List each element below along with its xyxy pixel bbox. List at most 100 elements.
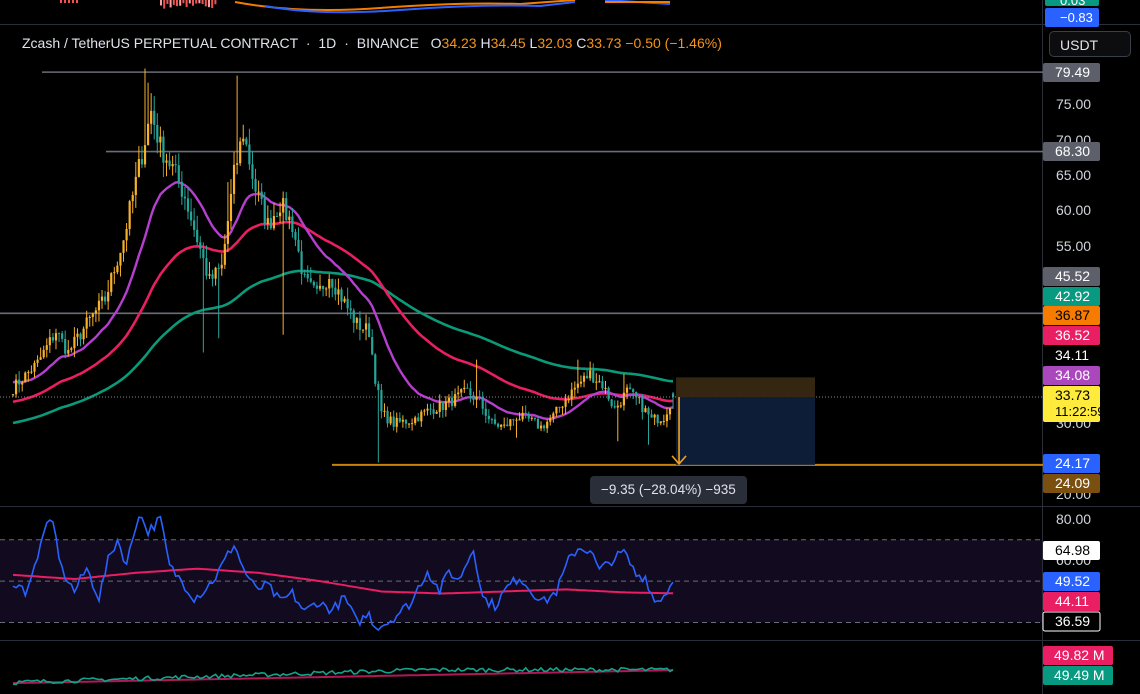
- candle-body: [558, 406, 561, 408]
- price-scale[interactable]: 75.0070.0065.0060.0055.0030.0025.0020.00…: [1042, 0, 1113, 685]
- candle-body: [24, 372, 27, 383]
- measure-tooltip: −9.35 (−28.04%) −935: [590, 476, 747, 504]
- macd-line: [264, 1, 576, 14]
- candle-body: [570, 389, 573, 400]
- indicator-badge-text: −0.83: [1060, 10, 1093, 25]
- symbol-name[interactable]: Zcash / TetherUS PERPETUAL CONTRACT: [22, 35, 298, 51]
- candle-body: [183, 196, 187, 199]
- candle-body: [21, 382, 24, 385]
- candle-body: [70, 348, 73, 350]
- interval-label[interactable]: 1D: [318, 35, 337, 51]
- price-badge-text: 36.87: [1055, 307, 1090, 323]
- change-value: −0.50 (−1.46%): [625, 35, 722, 51]
- rsi-badge: [1043, 592, 1100, 611]
- rsi-tick-label: 80.00: [1056, 511, 1091, 527]
- candle-body: [205, 258, 208, 276]
- candle-body: [450, 397, 454, 406]
- candle-body: [248, 144, 251, 165]
- volume-badge: [1043, 666, 1113, 685]
- candle-body: [297, 239, 300, 252]
- candle-body: [14, 379, 18, 395]
- candle-body: [226, 221, 229, 244]
- candle-body: [186, 198, 190, 212]
- candle-body: [208, 274, 211, 276]
- candle-body: [543, 425, 546, 429]
- price-badge: [1043, 474, 1100, 493]
- candle-body: [352, 310, 355, 323]
- candle-body: [321, 285, 325, 289]
- separator-dot: ·: [344, 35, 349, 51]
- candle-body: [232, 164, 236, 194]
- candle-body: [539, 425, 543, 429]
- candle-body: [51, 337, 55, 341]
- candle-body: [552, 413, 555, 419]
- candle-body: [334, 287, 337, 295]
- rsi-line: [12, 515, 674, 632]
- candle-body: [328, 278, 331, 289]
- price-badge-text: 36.52: [1055, 327, 1090, 343]
- price-badge-text: 33.73: [1055, 387, 1090, 403]
- separator-dot: ·: [305, 35, 311, 51]
- candle-body: [131, 195, 134, 202]
- candle-body: [668, 408, 672, 415]
- candle-body: [91, 313, 94, 317]
- candle-body: [579, 381, 583, 384]
- rsi-panel[interactable]: [0, 515, 1042, 632]
- histogram-bar: [166, 0, 169, 4]
- candle-body: [463, 387, 466, 390]
- candle-body: [635, 391, 638, 398]
- candle-body: [411, 423, 414, 425]
- candle-body: [312, 281, 315, 286]
- histogram-bar: [211, 0, 214, 9]
- rsi-badge-text: 44.11: [1055, 593, 1089, 609]
- candle-body: [260, 191, 263, 199]
- candle-body: [349, 308, 352, 311]
- candle-body: [309, 278, 312, 282]
- candle-body: [168, 160, 171, 167]
- low-value: 32.03: [537, 35, 573, 51]
- rsi-badge-text: 64.98: [1055, 542, 1090, 558]
- candle-body: [644, 408, 647, 413]
- candle-body: [435, 411, 438, 414]
- candle-body: [337, 289, 340, 295]
- candle-body: [371, 337, 374, 355]
- volume-ma-panel: [12, 666, 674, 686]
- ma-100-line: [12, 220, 674, 404]
- candle-body: [374, 354, 377, 384]
- candle-body: [340, 289, 343, 302]
- histogram-bar: [195, 0, 198, 4]
- candle-body: [616, 405, 619, 408]
- candle-body: [180, 181, 183, 197]
- candle-body: [64, 338, 67, 354]
- candle-body: [30, 371, 33, 373]
- candle-body: [358, 318, 362, 330]
- currency-button[interactable]: USDT: [1049, 31, 1131, 57]
- candle-body: [536, 419, 540, 429]
- histogram-bar: [192, 0, 194, 6]
- candle-body: [331, 278, 334, 288]
- candle-body: [137, 159, 140, 177]
- candle-body: [380, 390, 383, 412]
- ma-200-line: [12, 269, 674, 425]
- candle-body: [395, 417, 398, 427]
- candle-body: [291, 216, 294, 233]
- candle-body: [625, 387, 629, 393]
- candle-body: [223, 243, 226, 265]
- candle-body: [97, 300, 101, 311]
- candle-body: [61, 333, 64, 339]
- candle-body: [48, 337, 51, 346]
- price-panel[interactable]: [0, 68, 1043, 466]
- price-badge-text: 42.92: [1055, 288, 1090, 304]
- candle-body: [546, 421, 549, 429]
- target-zone-box: [676, 397, 815, 465]
- candle-body: [229, 193, 233, 222]
- candle-body: [125, 228, 128, 241]
- symbol-legend[interactable]: Zcash / TetherUS PERPETUAL CONTRACT · 1D…: [22, 35, 722, 51]
- rsi-ma-line: [12, 567, 674, 595]
- candle-body: [500, 424, 503, 427]
- candle-body: [119, 252, 122, 266]
- price-badge-text: 34.08: [1055, 367, 1090, 383]
- price-badge: [1043, 306, 1100, 325]
- candle-body: [484, 408, 487, 416]
